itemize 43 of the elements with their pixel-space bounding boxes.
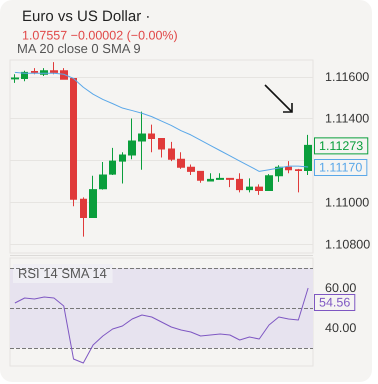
candlestick — [304, 134, 312, 176]
candlestick — [216, 172, 224, 180]
series-label: MA 20 close 0 SMA 9 — [17, 41, 141, 56]
candlestick — [119, 152, 126, 184]
text: 54.56 — [319, 296, 350, 310]
data-label: 1.11170 — [319, 160, 362, 174]
chart-title: Euro vs US Dollar · — [22, 8, 150, 25]
candlestick — [11, 74, 19, 84]
candlestick — [89, 175, 97, 218]
text: 1.11273 — [319, 138, 364, 153]
chart-subtitle: 1.07557 −0.00002 (−0.00%) — [22, 28, 178, 42]
y-tick-label: 1.11000 — [325, 196, 370, 210]
candlestick — [255, 184, 263, 196]
candlestick — [109, 147, 116, 176]
candlestick — [99, 161, 107, 190]
candlestick — [295, 168, 302, 193]
candlestick — [246, 178, 253, 193]
candlestick — [265, 174, 273, 191]
candlestick — [80, 196, 87, 238]
candlestick — [207, 172, 214, 182]
candlestick — [70, 78, 77, 207]
candlestick — [168, 141, 175, 162]
y-tick-label: 1.11400 — [325, 112, 370, 126]
candlestick — [31, 68, 38, 75]
y-tick-label: 1.11600 — [325, 70, 370, 84]
line-series — [14, 288, 309, 364]
y-tick-label: 40.00 — [325, 321, 356, 335]
line-series — [14, 72, 309, 172]
candlestick — [128, 118, 136, 160]
candlestick — [158, 138, 165, 158]
candlestick — [285, 160, 292, 174]
candlestick — [236, 172, 243, 193]
y-tick-label: 60.00 — [325, 281, 356, 295]
candlestick — [187, 164, 195, 176]
y-tick-label: 1.10800 — [325, 238, 370, 252]
candlestick — [60, 68, 68, 80]
candlestick — [226, 178, 234, 188]
candlestick — [50, 62, 58, 75]
candlestick — [148, 124, 155, 153]
candlestick — [177, 152, 185, 170]
series-label: RSI 14 SMA 14 — [18, 266, 107, 281]
candlestick — [197, 170, 204, 184]
candlestick — [138, 111, 146, 170]
